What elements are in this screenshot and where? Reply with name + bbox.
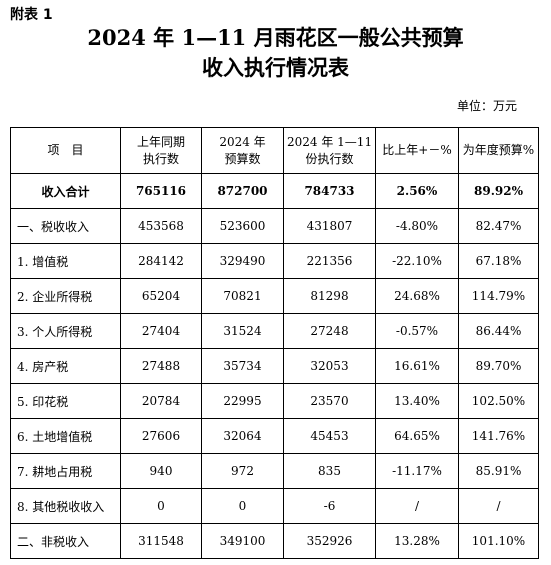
cell-executed-value: 431807	[283, 208, 376, 244]
cell-budget-value: 523600	[201, 208, 284, 244]
cell-executed-value: 835	[283, 453, 376, 489]
cell-item-name: 5. 印花税	[10, 383, 121, 419]
cell-item-name: 3. 个人所得税	[10, 313, 121, 349]
cell-item-name: 2. 企业所得税	[10, 278, 121, 314]
revenue-table: 项 目 上年同期 执行数 2024 年 预算数 2024 年 1—11 月 份执…	[10, 127, 539, 559]
table-header-row: 项 目 上年同期 执行数 2024 年 预算数 2024 年 1—11 月 份执…	[10, 127, 539, 174]
cell-prior-year-value: 65204	[120, 278, 202, 314]
cell-budget-percent: /	[458, 488, 539, 524]
header-executed-line2: 份执行数	[305, 151, 354, 166]
header-budget-line1: 2024 年	[219, 134, 266, 149]
cell-item-name: 收入合计	[10, 173, 121, 209]
cell-yoy-change: 64.65%	[375, 418, 459, 454]
cell-executed-value: 81298	[283, 278, 376, 314]
cell-budget-percent: 89.92%	[458, 173, 539, 209]
cell-executed-value: 23570	[283, 383, 376, 419]
cell-item-name: 二、非税收入	[10, 523, 121, 559]
cell-yoy-change: 24.68%	[375, 278, 459, 314]
unit-label: 单位：万元	[456, 99, 517, 113]
header-executed-line1: 2024 年 1—11 月	[287, 134, 375, 149]
cell-yoy-change: 2.56%	[375, 173, 459, 209]
header-budget-pct-label: 为年度预算%	[462, 143, 535, 157]
page-title: 2024 年 1—11 月雨花区一般公共预算	[87, 25, 464, 50]
cell-item-name: 6. 土地增值税	[10, 418, 121, 454]
cell-yoy-change: 16.61%	[375, 348, 459, 384]
cell-prior-year-value: 27488	[120, 348, 202, 384]
header-budget: 2024 年 预算数	[201, 127, 284, 174]
cell-yoy-change: 13.28%	[375, 523, 459, 559]
header-prior-year-line2: 执行数	[142, 151, 179, 166]
cell-yoy-change: -0.57%	[375, 313, 459, 349]
cell-budget-percent: 67.18%	[458, 243, 539, 279]
header-item-label: 项 目	[47, 143, 84, 157]
cell-prior-year-value: 453568	[120, 208, 202, 244]
header-prior-year-line1: 上年同期	[136, 134, 185, 149]
header-item: 项 目	[10, 127, 121, 174]
cell-yoy-change: -11.17%	[375, 453, 459, 489]
table-row: 6. 土地增值税 27606 32064 45453 64.65% 141.76%	[10, 418, 539, 454]
cell-budget-value: 872700	[201, 173, 284, 209]
cell-executed-value: 45453	[283, 418, 376, 454]
cell-budget-percent: 102.50%	[458, 383, 539, 419]
cell-budget-value: 35734	[201, 348, 284, 384]
table-row: 二、非税收入 311548 349100 352926 13.28% 101.10%	[10, 523, 539, 559]
cell-item-name: 7. 耕地占用税	[10, 453, 121, 489]
header-budget-line2: 预算数	[224, 151, 261, 166]
header-yoy: 比上年+－%	[375, 127, 459, 174]
cell-prior-year-value: 940	[120, 453, 202, 489]
header-yoy-label: 比上年+－%	[382, 143, 452, 157]
cell-executed-value: 32053	[283, 348, 376, 384]
cell-budget-value: 972	[201, 453, 284, 489]
cell-executed-value: -6	[283, 488, 376, 524]
cell-yoy-change: /	[375, 488, 459, 524]
cell-budget-value: 32064	[201, 418, 284, 454]
cell-budget-percent: 86.44%	[458, 313, 539, 349]
table-row: 7. 耕地占用税 940 972 835 -11.17% 85.91%	[10, 453, 539, 489]
cell-prior-year-value: 765116	[120, 173, 202, 209]
cell-prior-year-value: 20784	[120, 383, 202, 419]
cell-executed-value: 784733	[283, 173, 376, 209]
header-budget-pct: 为年度预算%	[458, 127, 539, 174]
table-row: 1. 增值税 284142 329490 221356 -22.10% 67.18%	[10, 243, 539, 279]
cell-budget-value: 349100	[201, 523, 284, 559]
cell-item-name: 8. 其他税收收入	[10, 488, 121, 524]
cell-prior-year-value: 0	[120, 488, 202, 524]
cell-budget-percent: 89.70%	[458, 348, 539, 384]
table-row: 3. 个人所得税 27404 31524 27248 -0.57% 86.44%	[10, 313, 539, 349]
cell-budget-percent: 85.91%	[458, 453, 539, 489]
cell-prior-year-value: 27404	[120, 313, 202, 349]
cell-yoy-change: 13.40%	[375, 383, 459, 419]
page-subtitle: 收入执行情况表	[202, 55, 349, 80]
cell-prior-year-value: 27606	[120, 418, 202, 454]
cell-yoy-change: -22.10%	[375, 243, 459, 279]
cell-budget-percent: 101.10%	[458, 523, 539, 559]
cell-budget-value: 31524	[201, 313, 284, 349]
cell-yoy-change: -4.80%	[375, 208, 459, 244]
table-row: 8. 其他税收收入 0 0 -6//	[10, 488, 539, 524]
cell-item-name: 4. 房产税	[10, 348, 121, 384]
header-executed: 2024 年 1—11 月 份执行数	[283, 127, 376, 174]
cell-budget-percent: 82.47%	[458, 208, 539, 244]
cell-budget-value: 22995	[201, 383, 284, 419]
table-row: 2. 企业所得税 65204 70821 81298 24.68% 114.79%	[10, 278, 539, 314]
cell-budget-value: 0	[201, 488, 284, 524]
cell-item-name: 一、税收收入	[10, 208, 121, 244]
cell-item-name: 1. 增值税	[10, 243, 121, 279]
table-row: 5. 印花税 20784 22995 23570 13.40% 102.50%	[10, 383, 539, 419]
total-row: 收入合计 765116 872700 784733 2.56% 89.92%	[10, 173, 539, 209]
table-row: 4. 房产税 27488 35734 32053 16.61% 89.70%	[10, 348, 539, 384]
cell-executed-value: 27248	[283, 313, 376, 349]
appendix-label: 附表 1	[10, 7, 53, 23]
cell-budget-value: 70821	[201, 278, 284, 314]
table-row: 一、税收收入 453568 523600 431807 -4.80% 82.47%	[10, 208, 539, 244]
cell-prior-year-value: 284142	[120, 243, 202, 279]
cell-budget-percent: 114.79%	[458, 278, 539, 314]
cell-budget-value: 329490	[201, 243, 284, 279]
cell-budget-percent: 141.76%	[458, 418, 539, 454]
cell-prior-year-value: 311548	[120, 523, 202, 559]
cell-executed-value: 352926	[283, 523, 376, 559]
cell-executed-value: 221356	[283, 243, 376, 279]
header-prior-year: 上年同期 执行数	[120, 127, 202, 174]
